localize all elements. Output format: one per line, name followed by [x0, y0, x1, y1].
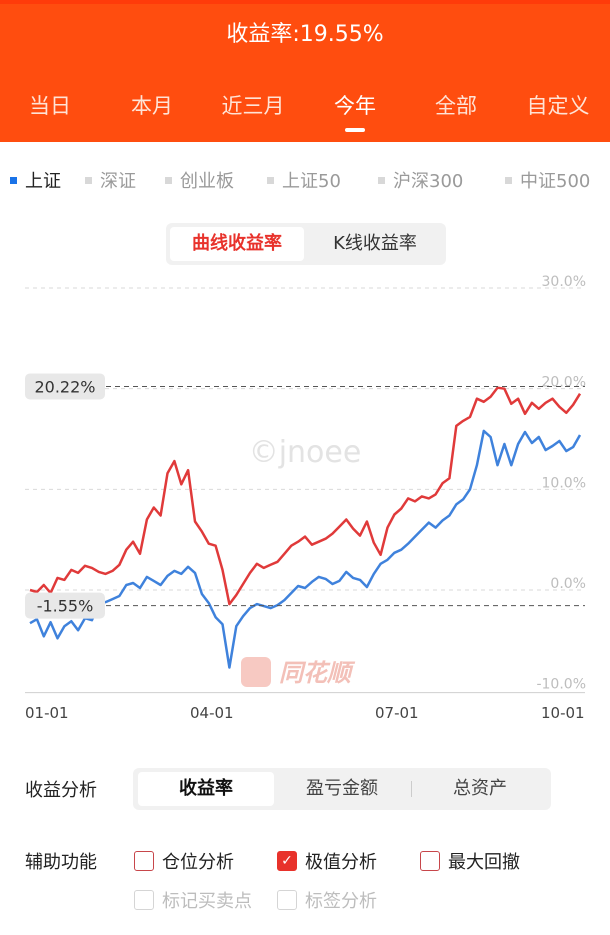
index-csi300[interactable]: 沪深300 — [378, 166, 463, 194]
index-color-marker — [267, 176, 274, 184]
analysis-tabs: 收益率 盈亏金额 总资产 — [133, 768, 551, 810]
index-sse50[interactable]: 上证50 — [267, 166, 341, 194]
index-shenzhen[interactable]: 深证 — [85, 166, 136, 194]
tab-profit-amount[interactable]: 盈亏金额 — [306, 778, 378, 799]
checkbox-box — [420, 851, 440, 871]
checkbox-label: 标签分析 — [305, 891, 377, 912]
index-label: 上证50 — [282, 171, 341, 192]
aux-functions-label: 辅助功能 — [25, 852, 97, 873]
curve-return-button[interactable]: 曲线收益率 — [170, 227, 304, 261]
min-value-badge — [25, 592, 105, 619]
checkbox-label: 标记买卖点 — [162, 891, 252, 912]
x-tick-label: 04-01 — [190, 704, 234, 722]
header-bar: 收益率:19.55% 当日 本月 近三月 今年 全部 自定义 — [0, 0, 610, 142]
max-value-label: 20.22% — [34, 377, 95, 396]
checkbox-box — [277, 890, 297, 910]
brand-logo-icon — [241, 657, 271, 687]
y-tick-label: 10.0% — [542, 475, 586, 491]
position-analysis-checkbox[interactable]: 仓位分析 — [134, 848, 234, 874]
buy-sell-marker-checkbox: 标记买卖点 — [134, 887, 252, 913]
min-value-label: -1.55% — [37, 597, 94, 616]
index-label: 沪深300 — [393, 171, 464, 192]
checkbox-label: 仓位分析 — [162, 852, 234, 873]
index-return-line — [29, 429, 582, 669]
y-tick-label: 0.0% — [550, 576, 586, 592]
index-csi500[interactable]: 中证500 — [505, 166, 590, 194]
max-value-badge — [25, 373, 105, 400]
period-tab-month[interactable]: 本月 — [131, 94, 173, 118]
chart-type-switch: 曲线收益率 K线收益率 — [166, 223, 446, 265]
index-label: 中证500 — [520, 171, 591, 192]
period-tab-today[interactable]: 当日 — [29, 94, 71, 118]
period-tab-custom[interactable]: 自定义 — [526, 94, 590, 118]
tab-divider — [411, 781, 412, 797]
extreme-analysis-checkbox[interactable]: ✓ 极值分析 — [277, 848, 377, 874]
watermark-text: ©jnoee — [249, 435, 362, 470]
active-tab-indicator — [345, 128, 365, 132]
checkbox-box — [134, 890, 154, 910]
check-icon: ✓ — [277, 851, 297, 871]
index-label: 创业板 — [180, 171, 234, 192]
index-chinext[interactable]: 创业板 — [165, 166, 234, 194]
tab-total-assets[interactable]: 总资产 — [453, 778, 507, 799]
index-color-marker — [165, 176, 172, 184]
index-color-marker — [378, 176, 385, 184]
tag-analysis-checkbox: 标签分析 — [277, 887, 377, 913]
x-tick-label: 07-01 — [375, 704, 419, 722]
period-tab-this-year[interactable]: 今年 — [334, 94, 376, 118]
return-analysis-label: 收益分析 — [25, 780, 97, 801]
tab-return-rate[interactable]: 收益率 — [138, 772, 274, 806]
period-tab-all[interactable]: 全部 — [435, 94, 477, 118]
checkbox-label: 极值分析 — [305, 852, 377, 873]
index-label: 上证 — [25, 171, 61, 192]
index-label: 深证 — [100, 171, 136, 192]
index-color-marker — [505, 176, 512, 184]
y-tick-label: -10.0% — [536, 677, 586, 693]
brand-watermark: 同花顺 — [279, 659, 356, 687]
y-tick-label: 30.0% — [542, 274, 586, 290]
index-shanghai[interactable]: 上证 — [10, 166, 61, 194]
period-tab-three-months[interactable]: 近三月 — [221, 94, 285, 118]
max-drawdown-checkbox[interactable]: 最大回撤 — [420, 848, 520, 874]
checkbox-box — [134, 851, 154, 871]
kline-return-button[interactable]: K线收益率 — [333, 233, 417, 254]
header-top-line — [0, 0, 610, 4]
x-tick-label: 10-01 — [541, 704, 585, 722]
index-color-marker — [85, 176, 92, 184]
checkbox-label: 最大回撤 — [448, 852, 520, 873]
return-chart: 30.0% 20.0% 10.0% 0.0% -10.0% ©jnoee 同花顺 20.22%… — [25, 274, 586, 694]
y-tick-label: 20.0% — [542, 375, 586, 391]
portfolio-return-line — [29, 386, 582, 606]
return-rate-title: 收益率:19.55% — [226, 22, 384, 47]
index-color-marker — [10, 176, 17, 184]
x-tick-label: 01-01 — [25, 704, 69, 722]
